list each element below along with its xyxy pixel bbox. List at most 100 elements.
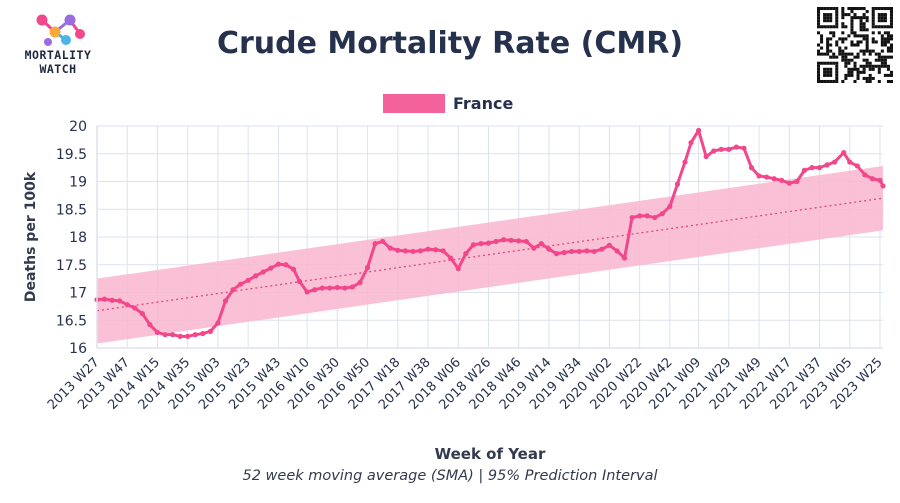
data-point xyxy=(395,247,401,253)
series-line-france xyxy=(96,128,885,338)
data-point xyxy=(253,273,259,279)
data-point xyxy=(260,269,266,275)
data-point xyxy=(245,277,251,283)
data-point xyxy=(531,245,537,251)
data-point xyxy=(493,238,499,245)
data-point xyxy=(169,332,176,338)
data-point xyxy=(733,144,739,150)
data-point xyxy=(101,296,108,302)
data-point xyxy=(854,163,860,169)
data-point xyxy=(764,174,770,180)
data-point xyxy=(516,238,522,244)
y-tick-labels: 16 16.5 17 17.5 18 18.5 19 19.5 20 xyxy=(56,119,87,357)
data-point xyxy=(877,177,883,183)
data-point xyxy=(741,145,747,151)
data-point xyxy=(674,181,681,187)
data-point xyxy=(711,148,717,154)
data-point xyxy=(756,173,762,179)
data-point xyxy=(162,332,168,338)
data-point xyxy=(147,322,153,328)
data-point xyxy=(862,172,868,178)
data-point xyxy=(440,248,446,254)
data-point xyxy=(192,332,198,338)
legend-label: France xyxy=(453,94,513,113)
data-point xyxy=(832,159,838,165)
data-point xyxy=(508,237,514,243)
data-point xyxy=(380,238,386,245)
data-point xyxy=(237,281,244,287)
data-point xyxy=(222,298,229,304)
data-point xyxy=(349,284,356,290)
data-point xyxy=(880,183,886,189)
y-axis-title: Deaths per 100k xyxy=(23,171,39,302)
y-tick-label: 16.5 xyxy=(56,313,87,329)
data-point xyxy=(695,127,702,134)
data-point xyxy=(824,162,830,168)
data-point xyxy=(432,247,439,253)
data-point xyxy=(561,249,567,256)
data-point xyxy=(621,255,628,261)
data-point xyxy=(584,248,590,254)
brand-name-line1: MORTALITY xyxy=(24,48,92,62)
y-tick-label: 19 xyxy=(69,175,87,191)
data-point xyxy=(364,264,371,271)
data-point xyxy=(786,180,792,186)
data-point xyxy=(132,305,138,311)
data-point xyxy=(342,285,348,291)
data-point xyxy=(501,237,507,243)
data-point xyxy=(816,165,823,171)
data-point xyxy=(275,261,281,267)
data-point xyxy=(402,248,408,254)
data-point xyxy=(591,248,597,255)
data-point xyxy=(124,302,130,308)
data-point xyxy=(319,285,325,291)
data-point xyxy=(207,328,213,334)
data-point xyxy=(801,167,808,173)
data-point xyxy=(463,251,469,257)
data-point xyxy=(372,241,378,247)
data-point xyxy=(327,285,333,291)
data-point xyxy=(794,178,800,185)
data-point xyxy=(304,289,310,295)
data-point xyxy=(177,333,183,339)
data-point xyxy=(410,248,416,255)
data-point xyxy=(652,214,658,221)
data-point xyxy=(230,287,236,293)
data-point xyxy=(470,242,476,248)
legend: France xyxy=(383,94,513,113)
data-point xyxy=(629,214,635,221)
data-point xyxy=(553,251,560,257)
data-point xyxy=(606,242,613,248)
data-point xyxy=(485,240,492,246)
data-point xyxy=(478,241,484,247)
data-point xyxy=(644,213,650,219)
data-point xyxy=(779,177,785,183)
data-point xyxy=(334,284,340,291)
data-point xyxy=(538,241,544,247)
data-point xyxy=(200,330,206,337)
data-point xyxy=(614,248,620,254)
data-point xyxy=(448,255,454,261)
data-point xyxy=(290,266,297,272)
y-tick-label: 18.5 xyxy=(56,202,87,218)
legend-swatch xyxy=(383,94,445,113)
y-tick-label: 17 xyxy=(69,286,87,302)
data-point xyxy=(576,248,582,255)
data-point xyxy=(283,262,289,268)
data-point xyxy=(667,203,673,210)
data-point xyxy=(726,146,732,152)
data-point xyxy=(771,176,777,182)
data-point xyxy=(869,176,876,182)
data-point xyxy=(357,279,363,286)
data-point xyxy=(688,140,694,146)
data-point xyxy=(841,150,847,156)
chart-title: Crude Mortality Rate (CMR) xyxy=(216,26,684,61)
data-point xyxy=(109,297,115,303)
data-point xyxy=(569,248,575,255)
qr-code-icon[interactable] xyxy=(817,7,893,83)
data-point xyxy=(659,211,665,217)
y-tick-label: 18 xyxy=(69,230,87,246)
trend-line xyxy=(96,197,884,312)
